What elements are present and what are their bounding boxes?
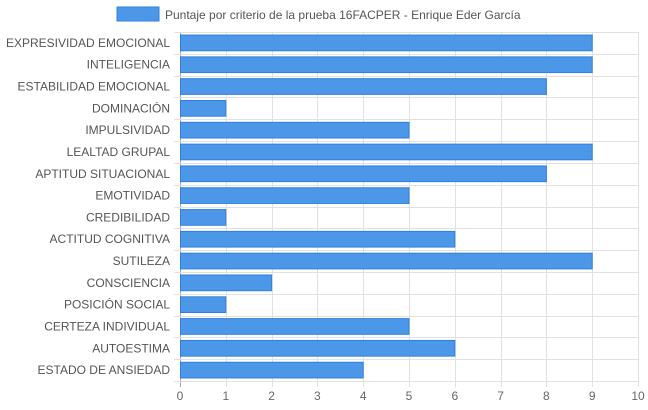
x-tick-label: 4 — [360, 389, 367, 403]
x-tick-label: 8 — [543, 389, 550, 403]
x-tick-label: 2 — [268, 389, 275, 403]
legend-label: Puntaje por criterio de la prueba 16FACP… — [165, 8, 521, 22]
category-label: ESTADO DE ANSIEDAD — [38, 363, 171, 377]
category-label: APTITUD SITUACIONAL — [35, 167, 170, 181]
category-label: CONSCIENCIA — [87, 276, 170, 290]
category-label: ACTITUD COGNITIVA — [50, 232, 170, 246]
x-tick-label: 0 — [177, 389, 184, 403]
bar[interactable] — [180, 296, 227, 314]
x-tick-label: 1 — [222, 389, 229, 403]
x-tick-label: 5 — [406, 389, 413, 403]
category-label: AUTOESTIMA — [92, 341, 170, 355]
category-label: LEALTAD GRUPAL — [67, 145, 171, 159]
bar[interactable] — [180, 230, 456, 248]
legend-swatch — [116, 6, 160, 22]
x-tick-label: 6 — [451, 389, 458, 403]
x-tick-label: 7 — [497, 389, 504, 403]
category-label: EXPRESIVIDAD EMOCIONAL — [6, 36, 170, 50]
bar[interactable] — [180, 56, 593, 74]
bar[interactable] — [180, 274, 273, 292]
legend[interactable]: Puntaje por criterio de la prueba 16FACP… — [116, 6, 521, 22]
category-label: SUTILEZA — [113, 254, 170, 268]
category-label: CREDIBILIDAD — [86, 210, 170, 224]
bar[interactable] — [180, 143, 593, 161]
category-label: EMOTIVIDAD — [95, 189, 170, 203]
category-label: ESTABILIDAD EMOCIONAL — [18, 80, 171, 94]
bar[interactable] — [180, 34, 593, 52]
x-tick-label: 3 — [314, 389, 321, 403]
bar[interactable] — [180, 78, 547, 95]
category-label: IMPULSIVIDAD — [85, 123, 170, 137]
x-tick-label: 9 — [589, 389, 596, 403]
category-label: DOMINACIÓN — [92, 100, 170, 115]
category-label: CERTEZA INDIVIDUAL — [44, 319, 170, 333]
bar[interactable] — [180, 318, 410, 335]
bar[interactable] — [180, 165, 547, 183]
bar[interactable] — [180, 361, 364, 379]
bar[interactable] — [180, 339, 456, 357]
category-label: INTELIGENCIA — [87, 58, 170, 72]
bar[interactable] — [180, 99, 227, 117]
bar[interactable] — [180, 187, 410, 204]
bar[interactable] — [180, 209, 227, 226]
category-label: POSICIÓN SOCIAL — [64, 297, 170, 312]
bar[interactable] — [180, 121, 410, 139]
x-tick-label: 10 — [631, 389, 645, 403]
bar[interactable] — [180, 252, 593, 270]
